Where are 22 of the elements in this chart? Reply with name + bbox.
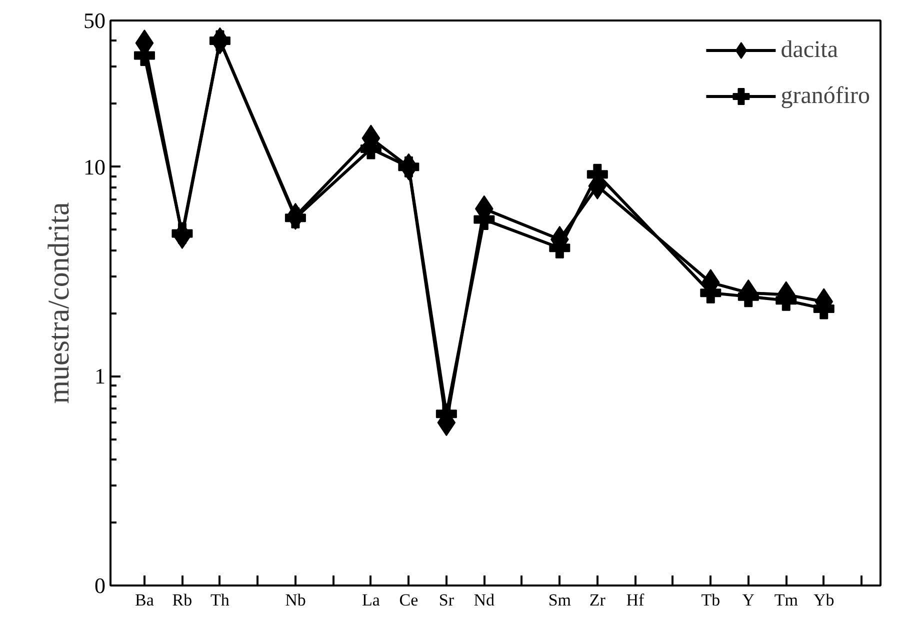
y-tick-label: 0 — [94, 573, 106, 598]
x-tick-label: Nd — [474, 590, 496, 610]
x-tick-label: La — [362, 590, 380, 610]
x-tick-label: Th — [210, 590, 230, 610]
x-tick-label: Tm — [774, 590, 798, 610]
x-tick-label: Ba — [135, 590, 154, 610]
x-tick-label: Y — [742, 590, 755, 610]
y-tick-label: 1 — [94, 364, 106, 389]
x-tick-label: Tb — [701, 590, 720, 610]
y-tick-label: 50 — [84, 8, 106, 33]
x-tick-label: Zr — [589, 590, 606, 610]
legend-label: granófiro — [780, 82, 870, 110]
x-tick-label: Ce — [399, 590, 418, 610]
x-tick-label: Rb — [172, 590, 192, 610]
x-tick-label: Sr — [438, 590, 454, 610]
y-axis-title: muestra/condrita — [42, 202, 76, 404]
x-tick-label: Yb — [813, 590, 834, 610]
x-tick-label: Hf — [626, 590, 644, 610]
y-tick-label: 10 — [84, 154, 106, 180]
x-tick-label: Nb — [285, 590, 306, 610]
legend-label: dacita — [780, 36, 838, 64]
x-tick-label: Sm — [548, 590, 572, 610]
